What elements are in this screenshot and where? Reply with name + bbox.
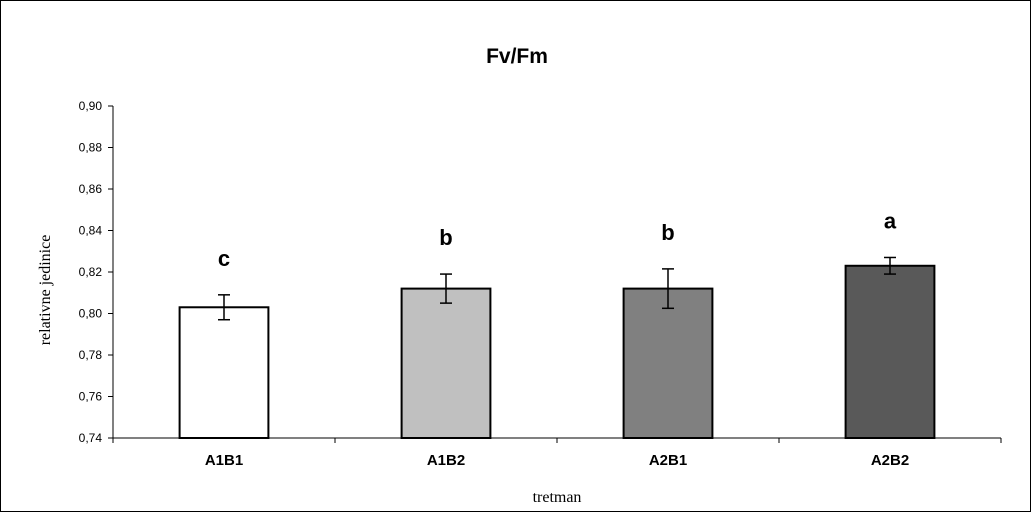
y-tick-label: 0,76 [79,390,103,404]
y-axis-label: relativne jedinice [37,235,54,346]
bar-a2b2 [844,264,936,439]
bar-a1b1 [178,306,270,439]
y-tick-label: 0,74 [79,431,103,445]
y-tick-label: 0,84 [79,224,103,238]
y-tick-label: 0,86 [79,182,103,196]
chart-title: Fv/Fm [486,45,548,68]
significance-letter: a [884,208,897,233]
bar-a1b2 [400,287,492,439]
error-bar-a2b1 [662,268,674,310]
significance-letter: c [218,246,230,271]
y-tick-label: 0,90 [79,99,103,113]
significance-letter: b [661,220,674,245]
error-bar-a1b1 [218,294,230,321]
y-axis-ticks: 0,74 0,76 0,78 0,80 0,82 0,84 0,86 0,88 0,90 [79,99,113,445]
x-tick-label: A1B1 [205,452,243,469]
x-tick-label: A2B1 [649,452,687,469]
x-tick-label: A1B2 [427,452,465,469]
x-axis-ticks: A1B1 A1B2 A2B1 A2B2 [112,438,1002,469]
y-tick-label: 0,88 [79,141,103,155]
significance-letter: b [439,225,452,250]
y-tick-label: 0,82 [79,265,103,279]
y-tick-label: 0,78 [79,348,103,362]
error-bar-a1b2 [440,273,452,304]
x-tick-label: A2B2 [871,452,909,469]
y-tick-label: 0,80 [79,307,103,321]
error-bars [218,256,896,321]
significance-letters: c b b a [218,208,897,270]
error-bar-a2b2 [884,256,896,275]
bar-a2b1 [622,287,714,439]
x-axis-label: tretman [533,489,582,506]
bars [178,264,936,439]
